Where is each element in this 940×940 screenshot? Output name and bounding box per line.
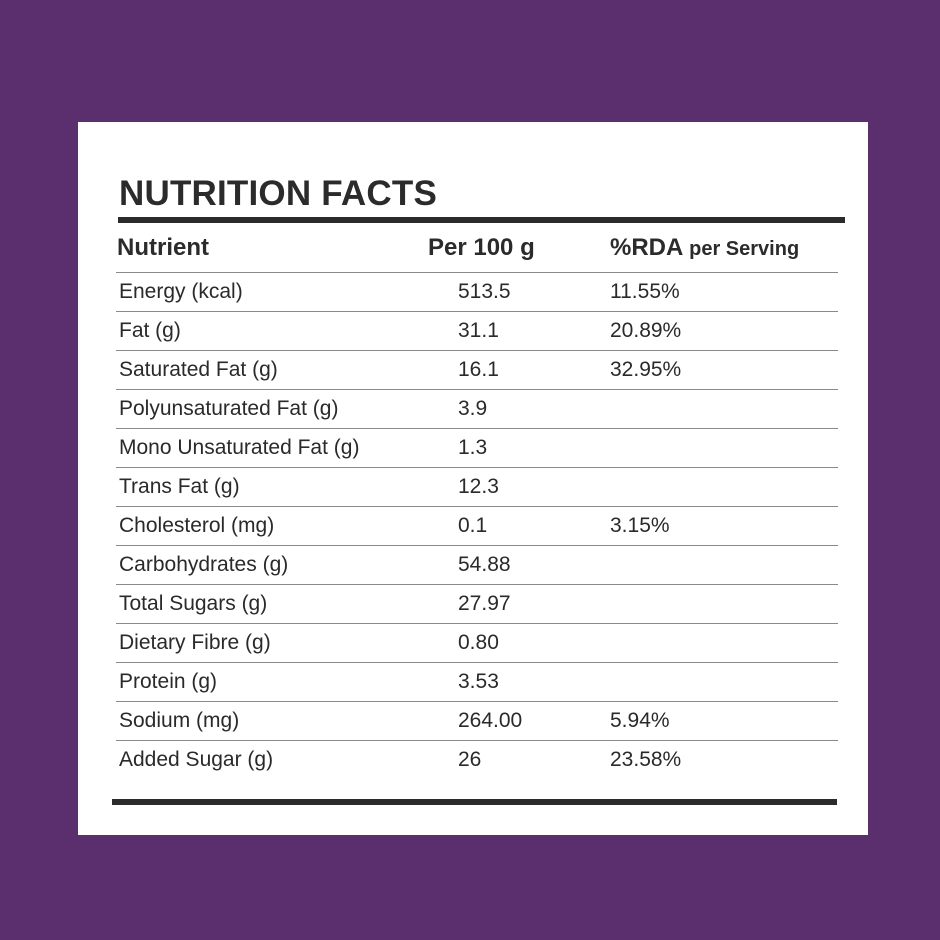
per-100g-value: 16.1	[458, 358, 499, 381]
page-title: NUTRITION FACTS	[119, 174, 437, 213]
table-row: Fat (g) 31.1 20.89%	[116, 312, 838, 351]
nutrient-name: Protein (g)	[119, 670, 218, 693]
table-row: Saturated Fat (g) 16.1 32.95%	[116, 351, 838, 390]
per-100g-value: 0.1	[458, 514, 488, 537]
nutrient-name: Total Sugars (g)	[119, 592, 268, 615]
per-100g-value: 27.97	[458, 592, 511, 615]
table-row: Mono Unsaturated Fat (g) 1.3	[116, 429, 838, 468]
per-100g-value: 54.88	[458, 553, 511, 576]
table-row: Polyunsaturated Fat (g) 3.9	[116, 390, 838, 429]
nutrition-facts-card: NUTRITION FACTS Nutrient Per 100 g %RDA …	[78, 122, 868, 835]
nutrient-name: Polyunsaturated Fat (g)	[119, 397, 339, 420]
header-rda-small: per Serving	[689, 238, 800, 260]
table-row: Cholesterol (mg) 0.1 3.15%	[116, 507, 838, 546]
table-row: Protein (g) 3.53	[116, 663, 838, 702]
header-rda-main: %RDA	[610, 234, 683, 261]
table-row: Energy (kcal) 513.5 11.55%	[116, 273, 838, 312]
per-100g-value: 31.1	[458, 319, 499, 342]
header-rda: %RDA per Serving	[610, 232, 799, 265]
bottom-divider	[112, 799, 837, 805]
per-100g-value: 3.53	[458, 670, 499, 693]
nutrient-name: Fat (g)	[119, 319, 181, 342]
rda-value: 20.89%	[610, 319, 682, 342]
nutrient-name: Cholesterol (mg)	[119, 514, 275, 537]
rda-value: 3.15%	[610, 514, 670, 537]
table-header: Nutrient Per 100 g %RDA per Serving	[78, 232, 868, 272]
table-row: Carbohydrates (g) 54.88	[116, 546, 838, 585]
nutrition-table: Energy (kcal) 513.5 11.55% Fat (g) 31.1 …	[116, 272, 838, 779]
nutrient-name: Energy (kcal)	[119, 280, 243, 303]
header-per-100g: Per 100 g	[428, 234, 535, 261]
nutrient-name: Mono Unsaturated Fat (g)	[119, 436, 360, 459]
table-row: Sodium (mg) 264.00 5.94%	[116, 702, 838, 741]
nutrient-name: Dietary Fibre (g)	[119, 631, 271, 654]
table-row: Dietary Fibre (g) 0.80	[116, 624, 838, 663]
nutrient-name: Sodium (mg)	[119, 709, 240, 732]
per-100g-value: 1.3	[458, 436, 488, 459]
rda-value: 11.55%	[610, 280, 680, 303]
per-100g-value: 513.5	[458, 280, 511, 303]
per-100g-value: 264.00	[458, 709, 523, 732]
per-100g-value: 0.80	[458, 631, 499, 654]
rda-value: 32.95%	[610, 358, 682, 381]
rda-value: 5.94%	[610, 709, 670, 732]
table-row: Added Sugar (g) 26 23.58%	[116, 741, 838, 779]
per-100g-value: 12.3	[458, 475, 499, 498]
top-divider	[118, 217, 845, 223]
nutrient-name: Carbohydrates (g)	[119, 553, 289, 576]
nutrient-name: Trans Fat (g)	[119, 475, 240, 498]
nutrient-name: Added Sugar (g)	[119, 748, 274, 771]
header-nutrient: Nutrient	[117, 234, 209, 261]
nutrient-name: Saturated Fat (g)	[119, 358, 278, 381]
per-100g-value: 26	[458, 748, 482, 771]
table-row: Trans Fat (g) 12.3	[116, 468, 838, 507]
rda-value: 23.58%	[610, 748, 682, 771]
per-100g-value: 3.9	[458, 397, 488, 420]
table-row: Total Sugars (g) 27.97	[116, 585, 838, 624]
